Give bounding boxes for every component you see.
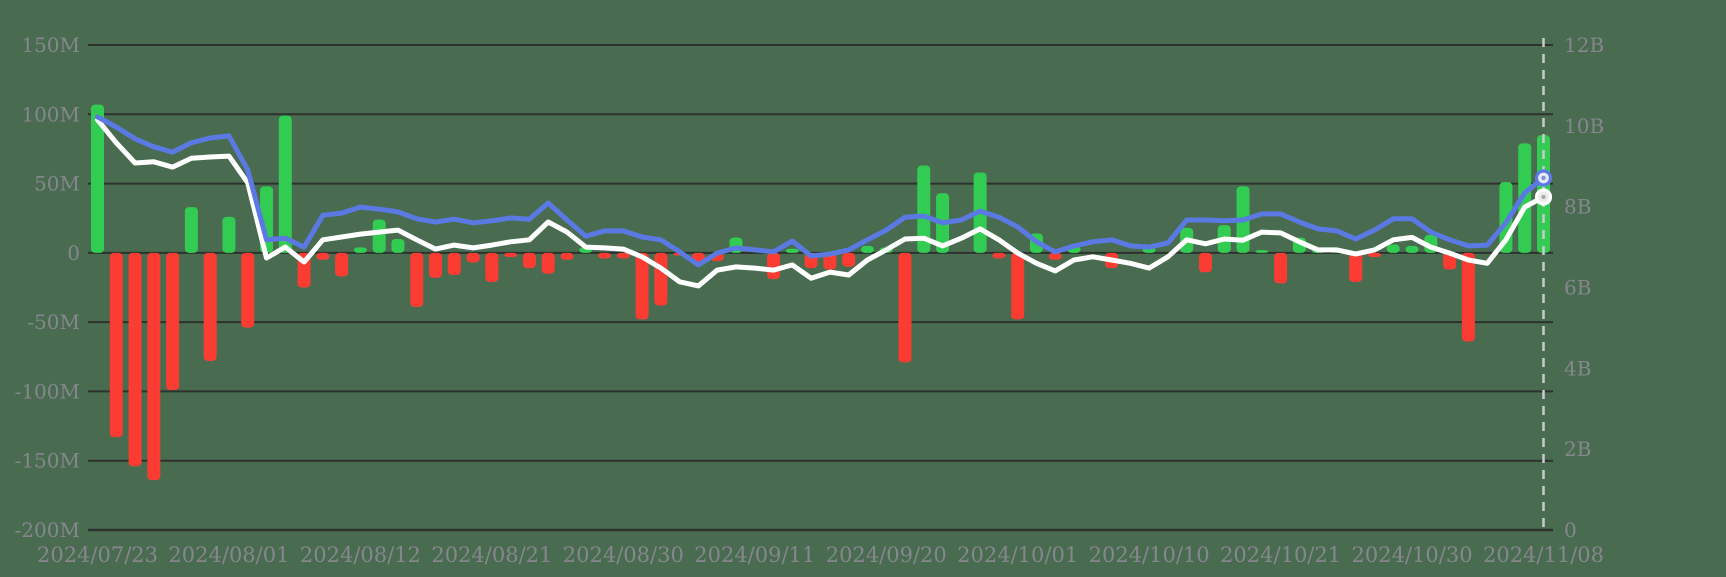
- flow-bar: [128, 252, 142, 467]
- y-axis-label-left: 0: [67, 241, 80, 265]
- flow-bar: [466, 252, 480, 263]
- flow-bar: [860, 245, 874, 253]
- x-axis-label: 2024/08/12: [300, 543, 421, 567]
- flow-bar: [1274, 252, 1288, 284]
- flow-bar: [1405, 245, 1419, 253]
- y-axis-label-left: -200M: [15, 518, 80, 542]
- flow-bar: [898, 252, 912, 363]
- flow-bar: [335, 252, 349, 277]
- y-axis-label-left: 50M: [34, 172, 80, 196]
- flow-bar: [842, 252, 856, 267]
- flow-bar: [560, 252, 574, 260]
- y-axis-label-left: 100M: [21, 102, 80, 126]
- flow-bar: [992, 252, 1006, 259]
- y-axis-label-right: 12B: [1564, 33, 1604, 57]
- y-axis-label-right: 4B: [1564, 356, 1591, 380]
- x-axis-label: 2024/09/11: [694, 543, 815, 567]
- x-axis-label: 2024/08/30: [563, 543, 684, 567]
- flow-bar: [616, 252, 630, 259]
- flow-bar: [447, 252, 461, 276]
- flow-bar: [504, 252, 518, 258]
- blue-line-end-marker-dot: [1541, 175, 1546, 181]
- flow-bar: [1386, 244, 1400, 253]
- flow-bar: [316, 252, 330, 260]
- flow-bar: [353, 247, 367, 253]
- flow-bar: [372, 219, 386, 253]
- flow-bar: [410, 252, 424, 307]
- y-axis-label-right: 0: [1564, 518, 1577, 542]
- flow-bar: [241, 252, 255, 328]
- flow-bar: [1461, 252, 1475, 342]
- flow-bar: [541, 252, 555, 274]
- y-axis-label-left: -100M: [15, 379, 80, 403]
- flow-bar: [1255, 250, 1269, 253]
- x-axis-label: 2024/08/01: [168, 543, 289, 567]
- flow-bar: [91, 104, 104, 253]
- y-axis-label-right: 8B: [1564, 195, 1591, 219]
- white-line: [95, 117, 1546, 289]
- flow-bar: [654, 252, 668, 306]
- x-axis-label: 2024/10/10: [1089, 543, 1210, 567]
- x-axis-label: 2024/11/08: [1483, 543, 1604, 567]
- flow-bar: [522, 252, 536, 269]
- flow-bar: [598, 252, 612, 259]
- y-axis-label-left: -150M: [15, 449, 80, 473]
- flow-bar: [184, 207, 198, 253]
- y-axis-label-left: -50M: [27, 310, 80, 334]
- flow-bar: [1443, 252, 1457, 270]
- blue-line: [95, 114, 1546, 268]
- flow-bar: [823, 252, 837, 270]
- y-axis-label-left: 150M: [21, 33, 80, 57]
- x-axis-label: 2024/10/01: [957, 543, 1078, 567]
- flow-bar: [1198, 252, 1212, 273]
- x-axis-label: 2024/10/30: [1352, 543, 1473, 567]
- flow-bar: [1048, 252, 1062, 260]
- flow-bar: [917, 165, 931, 253]
- x-axis-label: 2024/10/21: [1220, 543, 1341, 567]
- flow-bar: [635, 252, 649, 320]
- flow-bar: [1349, 252, 1363, 282]
- y-axis-label-right: 10B: [1564, 114, 1604, 138]
- flow-bar: [1011, 252, 1025, 320]
- x-axis-label: 2024/08/21: [431, 543, 552, 567]
- flow-bar: [391, 239, 405, 253]
- flow-bar: [166, 252, 180, 391]
- y-axis-label-right: 6B: [1564, 276, 1591, 300]
- flow-bar: [203, 252, 217, 361]
- flow-bar: [1367, 252, 1381, 258]
- flow-bar: [109, 252, 123, 438]
- flow-bar: [278, 115, 292, 253]
- flow-bar: [767, 252, 781, 280]
- flow-bar: [429, 252, 443, 278]
- y-axis-label-right: 2B: [1564, 437, 1591, 461]
- flow-bar: [1518, 143, 1532, 253]
- white-line-end-marker-dot: [1541, 194, 1546, 200]
- x-axis-label: 2024/09/20: [826, 543, 947, 567]
- flow-bar: [785, 248, 799, 253]
- x-axis-label: 2024/07/23: [37, 543, 158, 567]
- flow-bar: [222, 216, 236, 253]
- flow-bar: [485, 252, 499, 282]
- flow-bar: [147, 252, 161, 481]
